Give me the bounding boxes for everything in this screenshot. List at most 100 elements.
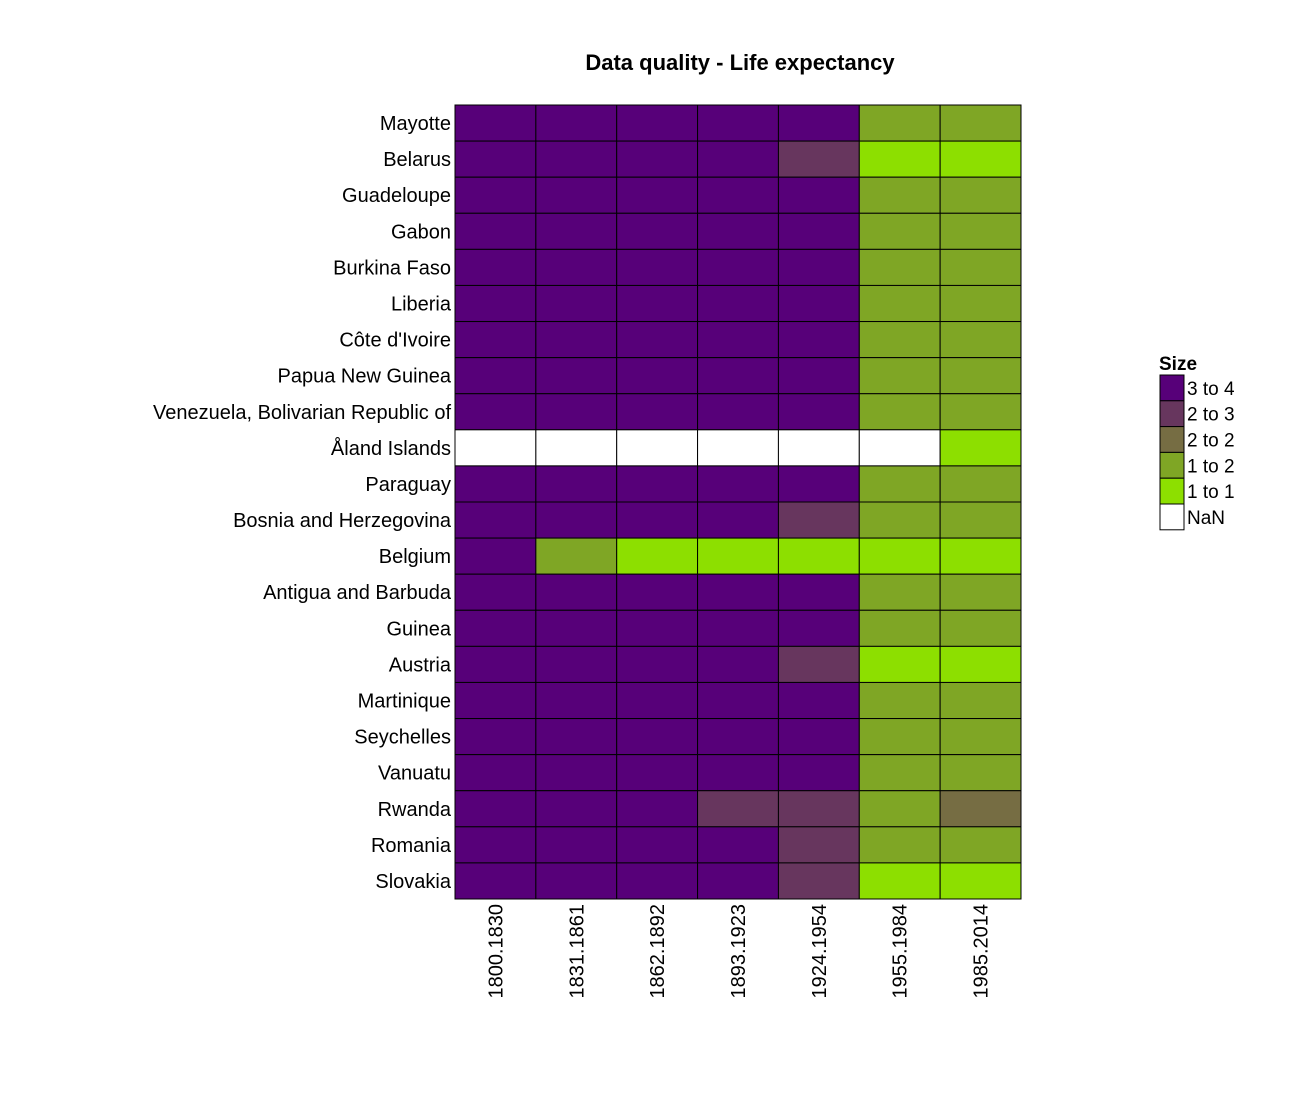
heatmap-cell bbox=[697, 609, 779, 647]
row-label: Mayotte bbox=[380, 113, 451, 135]
heatmap-cell bbox=[697, 176, 779, 214]
column-label: 1985.2014 bbox=[971, 904, 993, 999]
heatmap-cell bbox=[454, 573, 537, 611]
heatmap-cell bbox=[939, 140, 1022, 178]
heatmap-cell bbox=[535, 321, 618, 359]
row-label: Burkina Faso bbox=[333, 257, 451, 279]
heatmap-cell bbox=[939, 790, 1022, 828]
heatmap-cell bbox=[454, 212, 537, 250]
heatmap-cell bbox=[535, 501, 618, 539]
heatmap-cell bbox=[777, 104, 860, 142]
legend-label: 3 to 4 bbox=[1187, 379, 1235, 400]
row-label: Martinique bbox=[358, 691, 451, 713]
row-label: Liberia bbox=[391, 294, 452, 316]
legend: Size 3 to 4 2 to 3 2 to 2 1 to 2 1 to 1 NaN bbox=[1159, 354, 1235, 531]
row-label: Côte d'Ivoire bbox=[339, 330, 451, 352]
column-label: 1924.1954 bbox=[809, 904, 831, 999]
heatmap-cell bbox=[777, 357, 860, 395]
heatmap-cell bbox=[616, 609, 699, 647]
legend-swatch bbox=[1159, 374, 1185, 402]
heatmap-cell bbox=[939, 284, 1022, 323]
heatmap-cell bbox=[858, 429, 941, 467]
heatmap-cell bbox=[535, 429, 618, 467]
heatmap-cell bbox=[454, 248, 537, 286]
heatmap-cell bbox=[697, 140, 779, 178]
heatmap-cell bbox=[697, 573, 779, 611]
heatmap-cell bbox=[777, 465, 860, 503]
heatmap-cell bbox=[454, 140, 537, 178]
column-label: 1800.1830 bbox=[485, 904, 507, 999]
heatmap-cell bbox=[697, 321, 779, 359]
heatmap-cell bbox=[616, 357, 699, 395]
heatmap-cell bbox=[697, 501, 779, 539]
heatmap-cell bbox=[535, 176, 618, 214]
heatmap-cell bbox=[535, 862, 618, 900]
heatmap-cell bbox=[454, 176, 537, 214]
heatmap-cell bbox=[697, 393, 779, 431]
heatmap-cell bbox=[616, 284, 699, 323]
heatmap-cell bbox=[616, 393, 699, 431]
heatmap-cell bbox=[616, 537, 699, 575]
legend-label: 1 to 1 bbox=[1187, 482, 1235, 503]
heatmap-cell bbox=[697, 465, 779, 503]
heatmap-cell bbox=[939, 681, 1022, 720]
heatmap-cell bbox=[777, 248, 860, 286]
row-label: Åland Islands bbox=[331, 437, 451, 460]
heatmap-cell bbox=[858, 826, 941, 864]
heatmap-cell bbox=[858, 501, 941, 539]
heatmap-cell bbox=[697, 790, 779, 828]
heatmap-cell bbox=[697, 284, 779, 323]
row-label: Gabon bbox=[391, 221, 451, 243]
heatmap-cell bbox=[777, 681, 860, 720]
heatmap-cell bbox=[535, 284, 618, 323]
heatmap-cell bbox=[616, 790, 699, 828]
heatmap-cell bbox=[454, 393, 537, 431]
heatmap-cell bbox=[454, 862, 537, 900]
heatmap-cell bbox=[454, 718, 537, 756]
row-label: Slovakia bbox=[375, 871, 451, 893]
heatmap-cell bbox=[535, 826, 618, 864]
heatmap-cell bbox=[697, 537, 779, 575]
row-label: Papua New Guinea bbox=[278, 366, 452, 388]
row-label: Venezuela, Bolivarian Republic of bbox=[153, 402, 451, 424]
heatmap-cell bbox=[858, 140, 941, 178]
row-label: Romania bbox=[371, 835, 452, 857]
row-label: Paraguay bbox=[365, 474, 451, 496]
row-labels: Mayotte Belarus Guadeloupe Gabon Burkina Fas… bbox=[153, 113, 452, 893]
heatmap-cell bbox=[535, 718, 618, 756]
heatmap-cell bbox=[616, 176, 699, 214]
heatmap-cell bbox=[616, 718, 699, 756]
heatmap-cell bbox=[939, 718, 1022, 756]
heatmap-cell bbox=[697, 718, 779, 756]
heatmap-cell bbox=[616, 501, 699, 539]
heatmap-cells bbox=[454, 104, 1022, 900]
heatmap-cell bbox=[616, 645, 699, 683]
heatmap-cell bbox=[939, 176, 1022, 214]
heatmap-cell bbox=[535, 537, 618, 575]
legend-label: NaN bbox=[1187, 508, 1225, 529]
legend-swatch bbox=[1159, 477, 1185, 505]
legend-swatch bbox=[1159, 426, 1185, 453]
heatmap-cell bbox=[697, 681, 779, 720]
heatmap-cell bbox=[454, 790, 537, 828]
heatmap-cell bbox=[616, 573, 699, 611]
heatmap-cell bbox=[454, 104, 537, 142]
heatmap-cell bbox=[939, 357, 1022, 395]
legend-label: 2 to 3 bbox=[1187, 405, 1235, 426]
row-label: Rwanda bbox=[378, 799, 452, 821]
chart-title: Data quality - Life expectancy bbox=[585, 50, 895, 75]
heatmap-cell bbox=[777, 212, 860, 250]
heatmap-cell bbox=[858, 718, 941, 756]
heatmap-cell bbox=[616, 826, 699, 864]
heatmap-cell bbox=[858, 862, 941, 900]
row-label: Belarus bbox=[383, 149, 451, 171]
heatmap-cell bbox=[939, 501, 1022, 539]
heatmap-cell bbox=[697, 645, 779, 683]
heatmap-cell bbox=[858, 212, 941, 250]
heatmap-cell bbox=[535, 645, 618, 683]
heatmap-cell bbox=[939, 212, 1022, 250]
heatmap-cell bbox=[535, 104, 618, 142]
heatmap-cell bbox=[697, 104, 779, 142]
heatmap-cell bbox=[454, 754, 537, 792]
column-label: 1831.1861 bbox=[566, 904, 588, 999]
